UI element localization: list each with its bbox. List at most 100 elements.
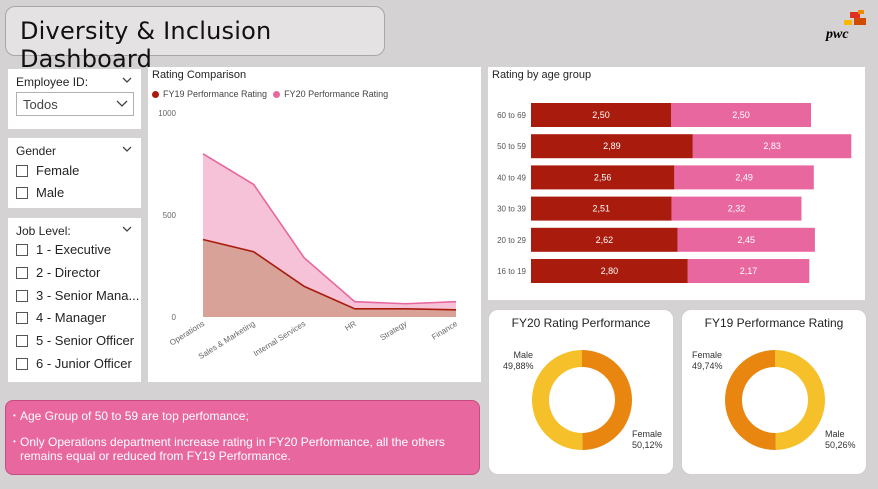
bar-data-label: 2,32	[728, 204, 746, 214]
bar-data-label: 2,17	[740, 266, 758, 276]
fy20-donut-card: FY20 Rating Performance Male 49,88% Fema…	[488, 309, 674, 475]
option-label: 1 - Executive	[36, 242, 112, 257]
fy19-donut-card: FY19 Performance Rating Female 49,74% Ma…	[681, 309, 867, 475]
bar-data-label: 2,83	[763, 141, 781, 151]
age-group-label: 50 to 59	[497, 142, 526, 151]
bar-data-label: 2,56	[594, 172, 612, 182]
chart-title: Rating by age group	[492, 69, 592, 81]
checkbox[interactable]	[16, 334, 28, 347]
x-tick-label: Sales & Marketing	[197, 319, 257, 361]
chart-title: FY19 Performance Rating	[704, 316, 844, 330]
chevron-down-icon[interactable]	[121, 143, 133, 155]
bar-data-label: 2,45	[738, 235, 756, 245]
donut-value-male: 50,26%	[825, 440, 856, 450]
donut-label-female: Female	[632, 429, 663, 439]
y-tick-label: 1000	[158, 109, 176, 118]
x-tick-label: Finance	[430, 319, 459, 342]
age-group-label: 20 to 29	[497, 236, 526, 245]
option-label: 2 - Director	[36, 265, 101, 280]
job-level-slicer[interactable]: Job Level: 1 - Executive 2 - Director 3 …	[8, 218, 141, 382]
chevron-down-icon[interactable]	[121, 223, 133, 235]
checkbox[interactable]	[16, 243, 28, 256]
insights-box: • Age Group of 50 to 59 are top perfomanc…	[5, 400, 480, 475]
donut-chart	[532, 350, 633, 450]
pwc-logo: pwc	[820, 8, 872, 44]
donut-slice	[725, 350, 776, 450]
employee-id-dropdown[interactable]: Todos	[16, 92, 134, 116]
job-level-option[interactable]: 2 - Director	[16, 265, 100, 280]
donut-label-male: Male	[513, 350, 533, 360]
bar-data-label: 2,62	[596, 235, 614, 245]
bar-fy20	[687, 259, 810, 283]
chart-title: Rating Comparison	[152, 69, 247, 81]
gender-slicer[interactable]: Gender Female Male	[8, 138, 141, 208]
employee-id-slicer[interactable]: Employee ID: Todos	[8, 69, 141, 129]
donut-label-male: Male	[825, 429, 845, 439]
x-tick-label: Operations	[168, 319, 206, 347]
bar-chart: 60 to 69 2,50 2,50 50 to 59 2,89 2,83 40 to 49…	[497, 103, 852, 283]
legend-label-fy20: FY20 Performance Rating	[284, 89, 389, 99]
donut-value-male: 49,88%	[503, 361, 534, 371]
donut-chart	[725, 350, 826, 450]
chart-legend: FY19 Performance Rating FY20 Performance…	[152, 89, 388, 99]
dropdown-value: Todos	[23, 97, 58, 112]
donut-value-female: 50,12%	[632, 440, 663, 450]
insight-text: Age Group of 50 to 59 are top perfomance…	[20, 409, 249, 423]
fy20-line	[202, 153, 457, 305]
age-group-card: Rating by age group 60 to 69 2,50 2,50 50 t…	[488, 67, 865, 300]
dashboard-title-box: Diversity & Inclusion Dashboard	[5, 6, 385, 73]
checkbox[interactable]	[16, 164, 28, 177]
x-tick-label: Internal Services	[252, 319, 307, 358]
legend-label-fy19: FY19 Performance Rating	[163, 89, 268, 99]
chevron-down-icon[interactable]	[121, 74, 133, 86]
insight-text: Only Operations department increase rati…	[20, 435, 445, 463]
chevron-down-icon	[116, 100, 128, 107]
option-label: 6 - Junior Officer	[36, 356, 132, 371]
donut-label-female: Female	[692, 350, 723, 360]
age-group-label: 30 to 39	[497, 205, 526, 214]
age-group-label: 16 to 19	[497, 267, 526, 276]
checkbox[interactable]	[16, 289, 28, 302]
bar-data-label: 2,50	[732, 110, 750, 120]
checkbox[interactable]	[16, 266, 28, 279]
bar-fy20	[692, 134, 852, 159]
gender-option-male[interactable]: Male	[16, 185, 64, 200]
bar-fy19	[531, 196, 672, 221]
bar-fy19	[531, 165, 675, 190]
age-group-label: 60 to 69	[497, 111, 526, 120]
rating-comparison-card: Rating Comparison FY19 Performance Ratin…	[148, 67, 481, 382]
bar-data-label: 2,89	[603, 141, 621, 151]
fy19-line	[202, 238, 457, 311]
bar-fy19	[531, 103, 671, 127]
page-title: Diversity & Inclusion Dashboard	[20, 17, 272, 73]
slicer-title-employee: Employee ID:	[16, 75, 89, 89]
donut-value-female: 49,74%	[692, 361, 723, 371]
checkbox[interactable]	[16, 357, 28, 370]
x-tick-label: Strategy	[378, 319, 408, 342]
slicer-title-job-level: Job Level:	[16, 224, 71, 238]
option-label: 5 - Senior Officer	[36, 333, 135, 348]
gender-option-female[interactable]: Female	[16, 163, 79, 178]
x-tick-label: HR	[343, 319, 358, 333]
bar-data-label: 2,51	[593, 204, 611, 214]
job-level-option[interactable]: 1 - Executive	[16, 242, 111, 257]
option-label: 3 - Senior Mana...	[36, 288, 140, 303]
job-level-option[interactable]: 6 - Junior Officer	[16, 356, 132, 371]
y-tick-label: 500	[163, 211, 177, 220]
bar-fy20	[674, 165, 814, 190]
job-level-option[interactable]: 5 - Senior Officer	[16, 333, 134, 348]
slicer-title-gender: Gender	[16, 144, 57, 158]
bar-fy19	[531, 259, 688, 283]
checkbox[interactable]	[16, 186, 28, 199]
job-level-option[interactable]: 4 - Manager	[16, 310, 106, 325]
bar-fy19	[531, 134, 693, 159]
checkbox[interactable]	[16, 311, 28, 324]
insight-item: • Age Group of 50 to 59 are top perfomanc…	[13, 409, 249, 423]
bar-fy20	[671, 103, 811, 127]
option-label: 4 - Manager	[36, 310, 107, 325]
bar-fy20	[677, 227, 815, 252]
legend-swatch-fy20	[273, 90, 281, 98]
bar-data-label: 2,80	[601, 266, 619, 276]
job-level-option[interactable]: 3 - Senior Mana...	[16, 288, 139, 303]
